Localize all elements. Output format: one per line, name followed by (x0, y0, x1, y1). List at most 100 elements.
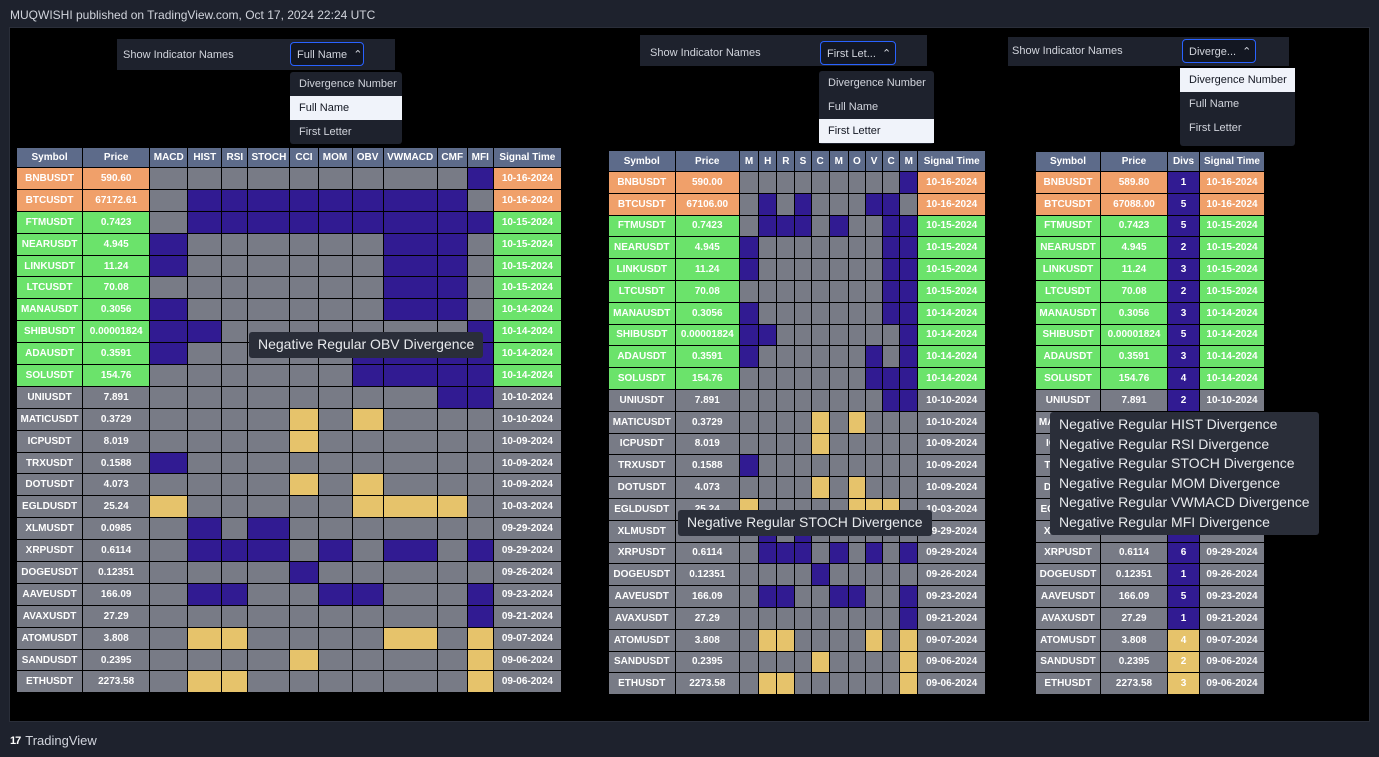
divergence-count-cell[interactable]: 3 (1167, 345, 1200, 369)
divergence-count-cell[interactable]: 5 (1167, 214, 1200, 238)
divergence-cell-none[interactable] (221, 604, 249, 628)
divergence-cell-none[interactable] (187, 495, 223, 519)
divergence-cell-none[interactable] (794, 672, 812, 696)
divergence-cell-negative[interactable] (289, 188, 319, 212)
divergence-cell-positive[interactable] (221, 626, 249, 650)
divergence-count-cell[interactable]: 3 (1167, 301, 1200, 325)
divergence-cell-negative[interactable] (351, 210, 384, 234)
divergence-cell-negative[interactable] (247, 517, 291, 541)
divergence-cell-negative[interactable] (436, 364, 468, 387)
divergence-cell-negative[interactable] (882, 214, 901, 238)
divergence-cell-none[interactable] (739, 192, 760, 216)
divergence-cell-none[interactable] (882, 585, 901, 608)
divergence-cell-none[interactable] (436, 626, 468, 650)
divergence-cell-none[interactable] (810, 214, 830, 238)
divergence-cell-none[interactable] (758, 388, 778, 412)
divergence-cell-none[interactable] (776, 606, 796, 630)
divergence-cell-none[interactable] (810, 628, 830, 652)
divergence-cell-negative[interactable] (776, 585, 796, 608)
menu-item-full-name[interactable]: Full Name (828, 101, 879, 113)
divergence-cell-none[interactable] (776, 301, 796, 325)
divergence-cell-none[interactable] (351, 648, 384, 672)
divergence-cell-none[interactable] (436, 670, 468, 694)
divergence-cell-negative[interactable] (317, 210, 353, 234)
divergence-cell-none[interactable] (382, 670, 438, 694)
divergence-cell-none[interactable] (810, 345, 830, 369)
divergence-cell-negative[interactable] (758, 214, 778, 238)
divergence-cell-negative[interactable] (149, 342, 189, 366)
divergence-cell-none[interactable] (382, 604, 438, 628)
menu-item-divergence-number[interactable]: Divergence Number (1180, 68, 1295, 92)
divergence-cell-none[interactable] (351, 254, 384, 278)
divergence-cell-none[interactable] (187, 648, 223, 672)
divergence-cell-positive[interactable] (758, 628, 778, 652)
divergence-cell-negative[interactable] (149, 298, 189, 322)
divergence-cell-negative[interactable] (882, 192, 901, 216)
divergence-cell-positive[interactable] (289, 429, 319, 453)
divergence-cell-none[interactable] (221, 517, 249, 541)
divergence-cell-none[interactable] (776, 650, 796, 674)
divergence-cell-none[interactable] (247, 276, 291, 300)
menu-item-divergence-number[interactable]: Divergence Number (299, 78, 397, 90)
divergence-cell-none[interactable] (810, 236, 830, 260)
divergence-cell-none[interactable] (247, 626, 291, 650)
divergence-cell-none[interactable] (187, 604, 223, 628)
divergence-cell-none[interactable] (739, 214, 760, 238)
divergence-cell-none[interactable] (882, 563, 901, 587)
divergence-cell-none[interactable] (317, 648, 353, 672)
divergence-cell-none[interactable] (776, 192, 796, 216)
divergence-cell-none[interactable] (149, 188, 189, 212)
divergence-cell-none[interactable] (864, 476, 884, 499)
divergence-cell-none[interactable] (289, 298, 319, 322)
divergence-cell-none[interactable] (864, 323, 884, 347)
divergence-cell-none[interactable] (247, 561, 291, 584)
divergence-cell-none[interactable] (221, 320, 249, 344)
divergence-cell-none[interactable] (149, 648, 189, 672)
divergence-cell-none[interactable] (436, 561, 468, 584)
divergence-cell-none[interactable] (317, 167, 353, 190)
divergence-cell-none[interactable] (828, 388, 849, 412)
divergence-cell-none[interactable] (466, 473, 494, 497)
divergence-cell-none[interactable] (149, 539, 189, 563)
divergence-cell-none[interactable] (810, 454, 830, 478)
divergence-cell-negative[interactable] (899, 541, 919, 565)
divergence-cell-positive[interactable] (466, 670, 494, 694)
divergence-cell-positive[interactable] (899, 672, 919, 696)
divergence-cell-negative[interactable] (221, 188, 249, 212)
divergence-cell-negative[interactable] (187, 210, 223, 234)
divergence-count-cell[interactable]: 2 (1167, 388, 1200, 412)
divergence-cell-none[interactable] (221, 342, 249, 366)
divergence-cell-none[interactable] (466, 561, 494, 584)
divergence-cell-negative[interactable] (864, 345, 884, 369)
divergence-cell-none[interactable] (794, 279, 812, 303)
divergence-cell-none[interactable] (864, 388, 884, 412)
divergence-cell-negative[interactable] (758, 192, 778, 216)
divergence-cell-negative[interactable] (317, 582, 353, 606)
divergence-cell-none[interactable] (758, 367, 778, 390)
divergence-cell-none[interactable] (247, 582, 291, 606)
divergence-cell-none[interactable] (794, 323, 812, 347)
divergence-cell-none[interactable] (382, 648, 438, 672)
divergence-cell-none[interactable] (794, 606, 812, 630)
divergence-cell-none[interactable] (289, 670, 319, 694)
divergence-cell-none[interactable] (382, 429, 438, 453)
divergence-cell-none[interactable] (317, 473, 353, 497)
divergence-cell-none[interactable] (187, 429, 223, 453)
divergence-cell-none[interactable] (864, 454, 884, 478)
divergence-cell-none[interactable] (351, 276, 384, 300)
divergence-cell-none[interactable] (149, 364, 189, 387)
divergence-cell-none[interactable] (739, 388, 760, 412)
divergence-cell-none[interactable] (847, 672, 866, 696)
divergence-cell-none[interactable] (466, 232, 494, 256)
divergence-cell-none[interactable] (247, 670, 291, 694)
divergence-cell-positive[interactable] (776, 628, 796, 652)
divergence-cell-none[interactable] (794, 454, 812, 478)
divergence-cell-none[interactable] (436, 167, 468, 190)
divergence-count-cell[interactable]: 2 (1167, 236, 1200, 260)
divergence-cell-none[interactable] (351, 429, 384, 453)
divergence-cell-positive[interactable] (810, 650, 830, 674)
divergence-cell-none[interactable] (289, 517, 319, 541)
divergence-cell-none[interactable] (882, 650, 901, 674)
divergence-cell-none[interactable] (351, 561, 384, 584)
divergence-cell-none[interactable] (187, 407, 223, 431)
